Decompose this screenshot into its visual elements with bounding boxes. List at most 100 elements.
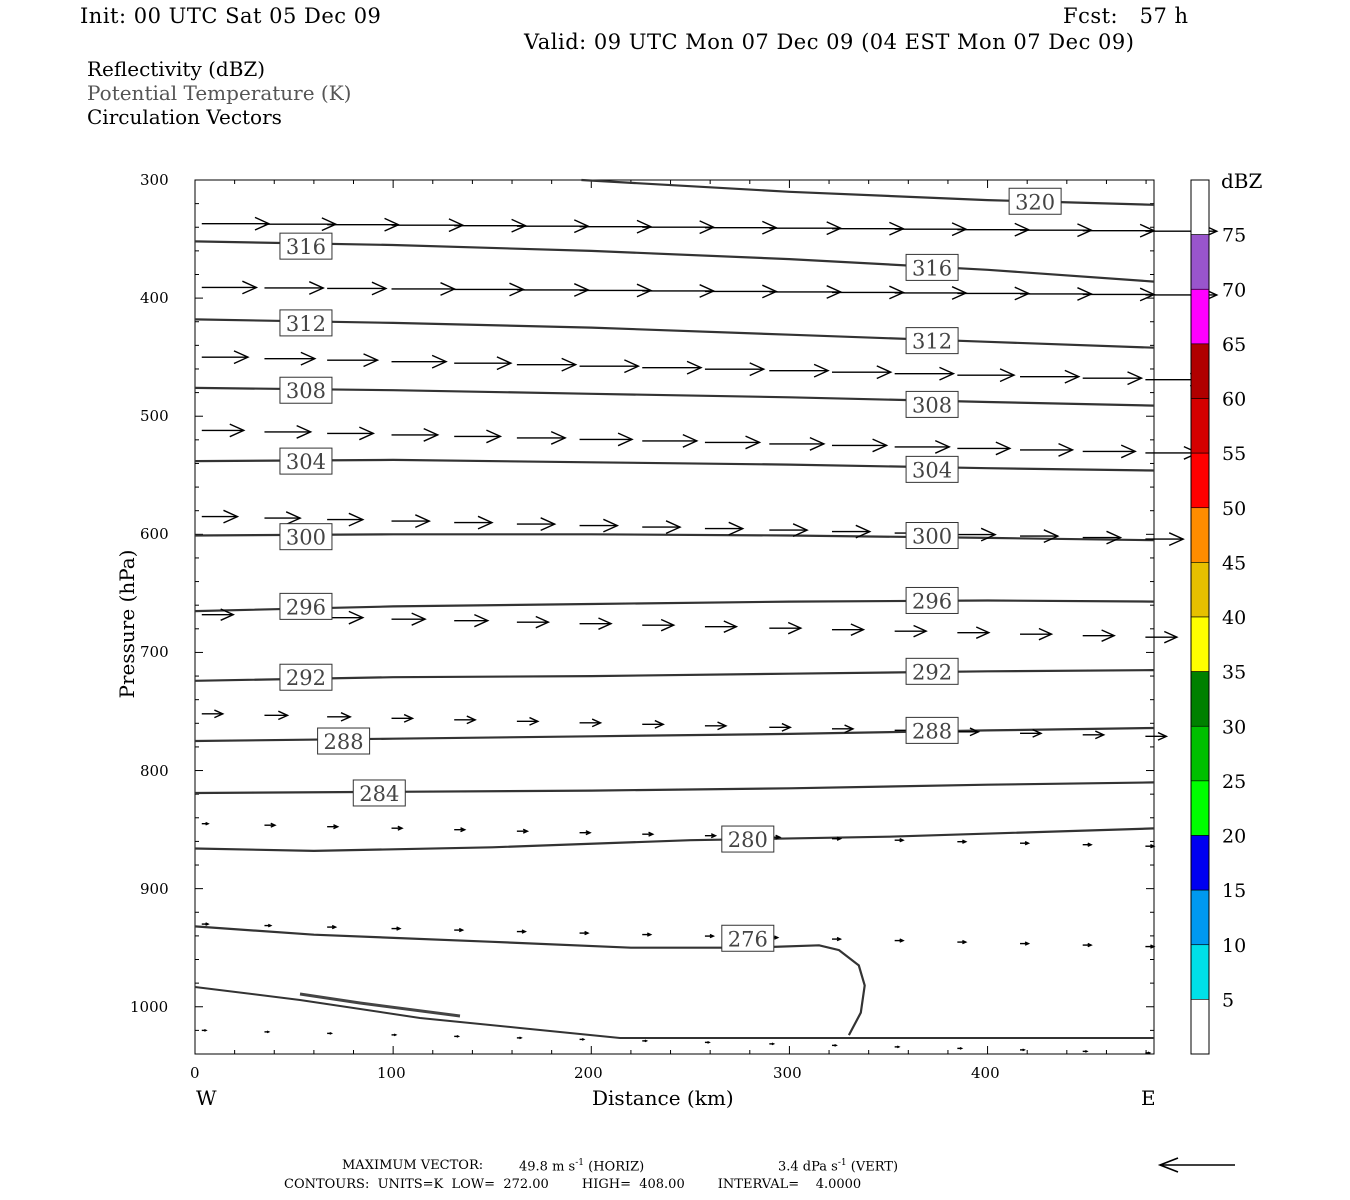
valid-time: Valid: 09 UTC Mon 07 Dec 09 (04 EST Mon … (524, 30, 1135, 54)
vector-arrow-head (521, 929, 527, 934)
y-tick-900: 900 (140, 880, 169, 898)
east-label: E (1141, 1086, 1156, 1110)
vector-arrow-head (809, 436, 826, 451)
colorbar-label-25: 25 (1222, 771, 1246, 793)
vector-arrow-head (496, 356, 513, 371)
colorbar-label-60: 60 (1222, 389, 1246, 411)
vector-arrow-head (1024, 841, 1031, 846)
colorbar-segment (1190, 999, 1210, 1055)
vector-arrow-head (999, 368, 1016, 383)
contour-label-292: 292 (912, 660, 952, 684)
contour-line-320 (581, 178, 1155, 206)
colorbar-segment (1190, 671, 1210, 727)
vector-arrow-head (644, 1039, 649, 1043)
vector-arrow-head (686, 360, 703, 375)
vector-arrow-head (792, 523, 809, 538)
contour-label-box (905, 657, 959, 685)
contour-label-box (279, 663, 333, 691)
vector-arrow-head (707, 1040, 711, 1044)
contour-label-316: 316 (912, 256, 952, 280)
vector-arrow-head (1150, 944, 1156, 949)
colorbar-segment (1190, 562, 1210, 618)
vector-arrow-head (371, 281, 388, 296)
vector-arrow-head (781, 722, 793, 732)
vector-arrow-head (233, 350, 250, 365)
vector-arrow-head (896, 1045, 901, 1049)
vector-arrow-head (1087, 942, 1093, 948)
vector-arrow-head (834, 1043, 838, 1047)
contour-line-284 (194, 781, 1155, 795)
colorbar-segment (1190, 725, 1210, 782)
y-tick-400: 400 (140, 289, 169, 307)
vector-arrow-head (1106, 530, 1123, 545)
contour-label-312: 312 (912, 330, 952, 354)
vector-arrow-head (813, 363, 830, 378)
contour-label-box (279, 376, 333, 404)
y-tick-800: 800 (140, 762, 169, 780)
colorbar-label-40: 40 (1222, 607, 1246, 629)
vector-arrow-head (300, 351, 317, 366)
vector-arrow-head (561, 357, 578, 372)
contour-label-304: 304 (912, 458, 952, 482)
vector-arrow-head (665, 520, 682, 535)
colorbar-segment (1190, 507, 1210, 563)
x-tick-200: 200 (574, 1064, 603, 1082)
reference-vector-arrow (1157, 1157, 1235, 1173)
max-vector-label: MAXIMUM VECTOR: (342, 1158, 484, 1173)
vector-arrow-head (876, 365, 893, 380)
vector-arrow-head (205, 821, 210, 826)
vector-arrow-head (969, 727, 981, 737)
vector-arrow-head (522, 828, 530, 834)
vector-arrow-head (745, 435, 762, 450)
contour-line-316 (194, 240, 1155, 283)
contour-line-276 (194, 925, 866, 1036)
contour-label-box (905, 253, 959, 281)
contour-line-308 (194, 386, 1155, 407)
vector-arrow-head (415, 514, 432, 529)
vector-arrow-head (1164, 630, 1179, 644)
colorbar-label-15: 15 (1222, 880, 1246, 902)
vector-arrow-head (229, 423, 246, 438)
vector-arrow-head (646, 932, 653, 937)
contour-label-316: 316 (286, 235, 326, 259)
west-label: W (196, 1086, 217, 1110)
vector-arrow-head (962, 939, 968, 945)
vector-arrow-head (486, 429, 503, 444)
max-vector-horiz: 49.8 m s-1 (HORIZ) (519, 1158, 645, 1175)
vector-arrow-head (1038, 627, 1054, 641)
colorbar-label-10: 10 (1222, 935, 1246, 957)
vector-arrow-head (682, 433, 699, 448)
vector-arrow-head (411, 612, 427, 626)
contour-label-box (905, 455, 959, 483)
vector-arrow-head (359, 426, 376, 441)
vector-arrow-head (855, 524, 872, 539)
contour-info: CONTOURS: UNITS=K LOW= 272.00 HIGH= 408.… (284, 1177, 862, 1192)
vector-arrow-head (1087, 842, 1093, 847)
contour-label-box (279, 447, 333, 475)
vector-arrow-head (1168, 532, 1185, 547)
contour-label-box (905, 716, 959, 744)
vector-arrow-head (333, 824, 340, 830)
vector-arrow-head (939, 366, 956, 381)
vector-arrow-head (363, 353, 380, 368)
x-tick-300: 300 (773, 1064, 802, 1082)
vector-arrow-head (396, 926, 402, 931)
vector-arrow-head (296, 424, 313, 439)
vector-arrow-head (836, 936, 843, 942)
vector-arrow-head (585, 830, 592, 836)
y-tick-700: 700 (140, 643, 169, 661)
vector-arrow-head (1150, 844, 1156, 849)
colorbar-frame (1190, 179, 1210, 1055)
contour-label-320: 320 (1015, 190, 1055, 214)
colorbar-segment (1190, 179, 1210, 235)
y-axis-label: Pressure (hPa) (115, 549, 139, 699)
vector-arrow-head (975, 626, 991, 639)
theta-contours (194, 178, 1155, 1039)
vector-arrow-head (899, 838, 905, 843)
vector-arrow-head (962, 839, 968, 844)
vector-arrow-head (1022, 1048, 1026, 1052)
vector-arrow-head (660, 618, 676, 632)
vector-arrow-head (1101, 629, 1116, 642)
plot-frame (194, 179, 1155, 1055)
